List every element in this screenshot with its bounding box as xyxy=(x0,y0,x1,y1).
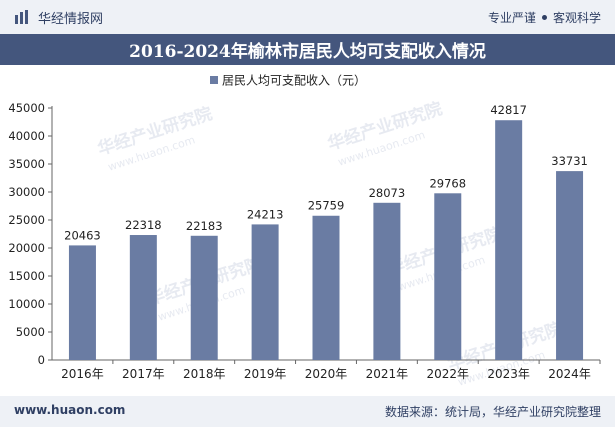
x-tick-label: 2017年 xyxy=(122,367,165,381)
bar xyxy=(251,224,279,360)
bar-value-label: 29768 xyxy=(429,176,466,190)
y-tick-label: 20000 xyxy=(8,241,45,255)
bar xyxy=(129,235,157,360)
bar-value-label: 24213 xyxy=(247,207,284,221)
x-tick-label: 2023年 xyxy=(487,367,530,381)
bar xyxy=(556,171,584,360)
bar xyxy=(68,245,96,360)
y-tick-label: 10000 xyxy=(8,297,45,311)
brand: 华经情报网 xyxy=(14,8,104,27)
legend-swatch xyxy=(210,76,218,84)
y-tick-label: 30000 xyxy=(8,185,45,199)
y-tick-label: 45000 xyxy=(8,101,45,115)
x-tick-label: 2024年 xyxy=(548,367,591,381)
tagline-left: 专业严谨 xyxy=(487,10,536,25)
x-tick-label: 2020年 xyxy=(305,367,348,381)
title-bar: 2016-2024年榆林市居民人均可支配收入情况 xyxy=(0,34,615,65)
x-tick-label: 2016年 xyxy=(61,367,104,381)
y-tick-label: 25000 xyxy=(8,213,45,227)
y-tick-label: 5000 xyxy=(16,325,45,339)
y-tick-label: 40000 xyxy=(8,129,45,143)
footer-source: 数据来源：统计局，华经产业研究院整理 xyxy=(384,405,601,419)
bar-value-label: 33731 xyxy=(551,154,588,168)
x-tick-label: 2022年 xyxy=(427,367,470,381)
y-tick-label: 15000 xyxy=(8,269,45,283)
x-tick-label: 2021年 xyxy=(366,367,409,381)
footer-site: www.huaon.com xyxy=(14,403,126,417)
tagline: 专业严谨 客观科学 xyxy=(488,8,601,26)
bar xyxy=(312,215,340,360)
brand-name: 华经情报网 xyxy=(38,11,104,27)
bar xyxy=(434,193,462,360)
bar-value-label: 42817 xyxy=(490,103,527,117)
bar xyxy=(495,120,523,361)
bar xyxy=(373,202,401,360)
legend-label: 居民人均可支配收入（元） xyxy=(222,74,366,88)
chart-title: 2016-2024年榆林市居民人均可支配收入情况 xyxy=(129,42,486,62)
top-bar: 华经情报网 专业严谨 客观科学 xyxy=(0,0,615,34)
bar-value-label: 22183 xyxy=(186,219,223,233)
bar xyxy=(190,235,218,360)
tagline-right: 客观科学 xyxy=(552,10,601,25)
x-tick-label: 2018年 xyxy=(183,367,226,381)
y-tick-label: 35000 xyxy=(8,157,45,171)
x-tick-label: 2019年 xyxy=(244,367,287,381)
footer-bar: www.huaon.com 数据来源：统计局，华经产业研究院整理 xyxy=(0,396,615,427)
bar-value-label: 20463 xyxy=(64,228,101,242)
separator-dot-icon xyxy=(541,14,547,20)
brand-logo-icon xyxy=(15,10,28,24)
bar-value-label: 28073 xyxy=(369,186,406,200)
bar-value-label: 22318 xyxy=(125,218,162,232)
y-tick-label: 0 xyxy=(38,353,45,367)
bar-value-label: 25759 xyxy=(308,199,345,213)
